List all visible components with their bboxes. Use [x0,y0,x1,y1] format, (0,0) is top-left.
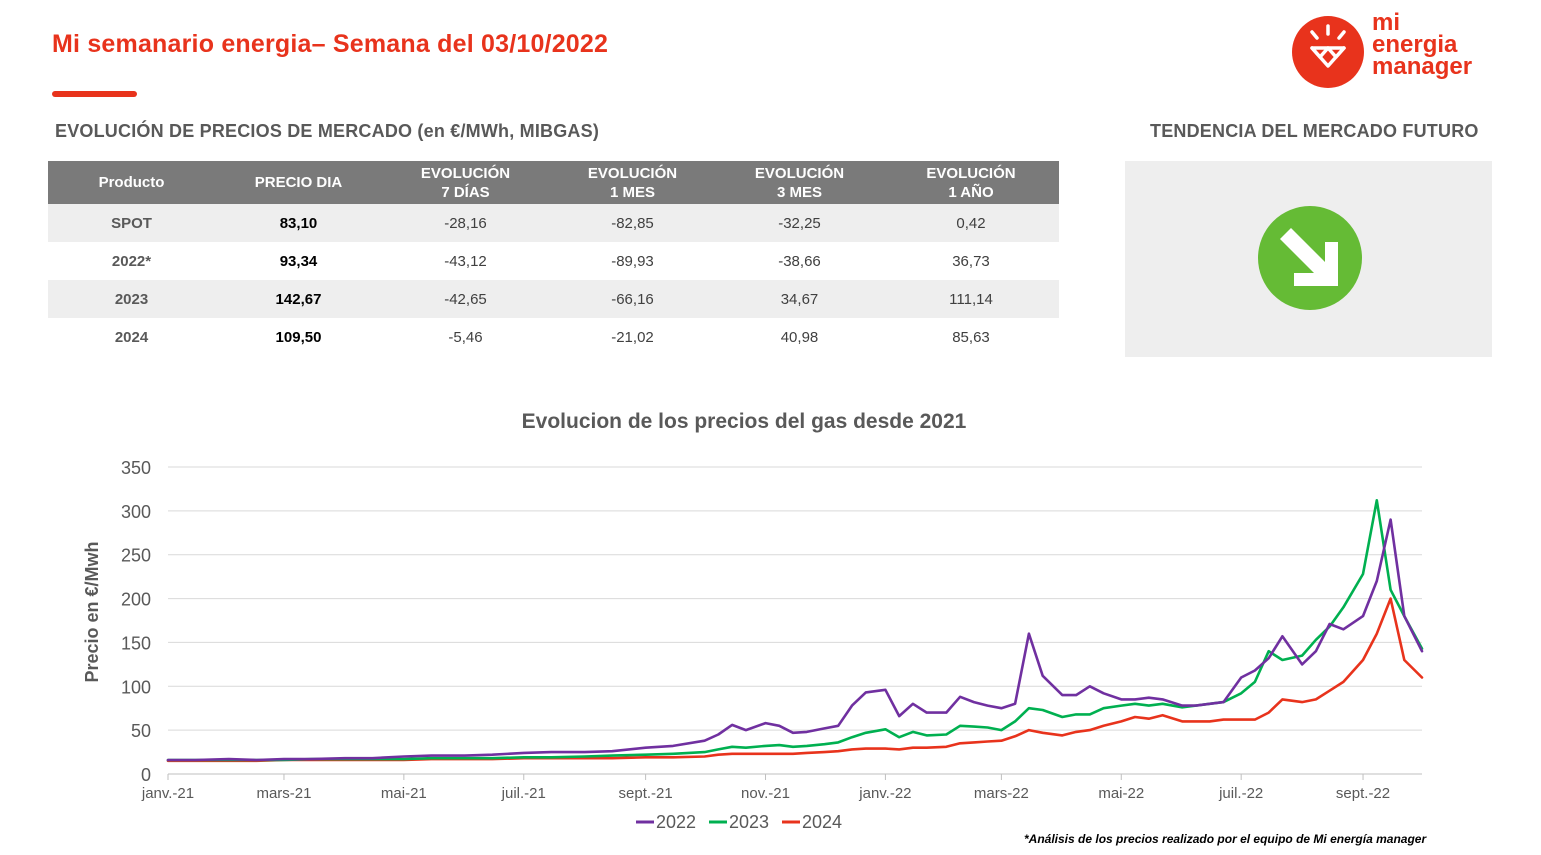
table-row: 2022* 93,34 -43,12 -89,93 -38,66 36,73 [48,242,1059,280]
trend-heading: TENDENCIA DEL MERCADO FUTURO [1150,121,1479,141]
y-tick-label: 50 [131,721,151,741]
evolution-1y-cell: 36,73 [952,252,990,270]
evolution-1y-cell: 85,63 [952,328,990,346]
x-tick-label: mars-21 [256,785,311,802]
title-underline [52,91,137,97]
evolution-1y-cell: 111,14 [883,280,1059,318]
chart-legend: 2022 2023 2024 [636,812,842,832]
trend-panel [1125,161,1492,357]
legend-label: 2023 [729,812,769,832]
x-tick-label: juil.-21 [501,785,546,802]
table-row: 2023 142,67 -42,65 -66,16 34,67 111,14 [48,280,1059,318]
x-tick-label: nov.-21 [741,785,790,802]
logo-line-3: manager [1372,53,1473,80]
series-lines [166,499,1424,763]
series-line-2023 [166,499,1424,762]
evolution-7d-cell: -42,65 [382,280,549,318]
evolution-7d-cell: -28,16 [382,204,549,242]
gas-price-chart: Evolucion de los precios del gas desde 2… [82,410,1424,832]
chart-title: Evolucion de los precios del gas desde 2… [522,410,967,433]
x-tick-label: mai-21 [381,785,427,802]
x-tick-label: janv.-22 [858,785,911,802]
evolution-1m-cell: -66,16 [549,280,716,318]
x-tick-label: sept.-21 [619,785,673,802]
logo: mi energia manager [1292,9,1522,92]
product-cell: 2022* [111,252,152,270]
evolution-3m-cell: -32,25 [716,204,883,242]
table-row: SPOT 83,10 -28,16 -82,85 -32,25 0,42 [48,204,1059,242]
series-line-2024 [166,597,1424,763]
product-cell: 2023 [48,280,215,318]
column-header: EVOLUCIÓN 1 AÑO [883,161,1059,204]
evolution-1m-cell: -82,85 [549,204,716,242]
logo-crown-icon [1310,24,1346,68]
product-cell: 2024 [114,328,149,346]
evolution-1m-cell: -89,93 [611,252,654,270]
series-line-2022 [166,518,1424,762]
y-tick-label: 300 [121,502,151,522]
y-tick-label: 100 [121,677,151,697]
y-axis-label: Precio en €/Mwh [82,541,102,682]
logo-mark [1292,16,1364,88]
y-tick-label: 250 [121,546,151,566]
column-header: PRECIO DIA [215,161,382,204]
market-prices-heading: EVOLUCIÓN DE PRECIOS DE MERCADO (en €/MW… [55,121,600,141]
evolution-1y-cell: 0,42 [883,204,1059,242]
legend-label: 2024 [802,812,842,832]
column-header: EVOLUCIÓN 3 MES [716,161,883,204]
price-cell: 109,50 [275,328,322,346]
table-header-row: Producto PRECIO DIA EVOLUCIÓN 7 DÍAS EVOL… [48,161,1059,204]
footnote: *Análisis de los precios realizado por e… [1024,832,1427,846]
y-tick-label: 150 [121,633,151,653]
logo-wordmark: mi energia manager [1372,9,1473,80]
evolution-3m-cell: -38,66 [778,252,821,270]
x-tick-label: sept.-22 [1336,785,1390,802]
logo-line-1: mi [1372,9,1401,36]
down-right-arrow-icon [1280,228,1338,286]
x-tick-label: janv.-21 [141,785,194,802]
trend-indicator [1258,206,1362,310]
market-prices-table: Producto PRECIO DIA EVOLUCIÓN 7 DÍAS EVOL… [48,161,1059,356]
x-tick-label: mai-22 [1098,785,1144,802]
column-header: EVOLUCIÓN 7 DÍAS [382,161,549,204]
product-cell: SPOT [48,204,215,242]
x-tick-label: juil.-22 [1218,785,1263,802]
evolution-7d-cell: -5,46 [448,328,483,346]
table-row: 2024 109,50 -5,46 -21,02 40,98 85,63 [48,318,1059,356]
y-tick-label: 200 [121,590,151,610]
evolution-3m-cell: 34,67 [716,280,883,318]
column-header: Producto [48,161,215,204]
evolution-1m-cell: -21,02 [611,328,654,346]
y-tick-label: 350 [121,458,151,478]
page-title: Mi semanario energia– Semana del 03/10/2… [52,30,609,58]
y-tick-label: 0 [141,765,151,785]
price-cell: 142,67 [215,280,382,318]
grid-lines [168,466,1422,775]
price-cell: 83,10 [215,204,382,242]
evolution-7d-cell: -43,12 [444,252,487,270]
evolution-3m-cell: 40,98 [780,328,819,346]
x-axis-ticks: janv.-21 mars-21 mai-21 juil.-21 sept.-21 nov… [141,774,1390,802]
x-tick-label: mars-22 [974,785,1029,802]
column-header: EVOLUCIÓN 1 MES [549,161,716,204]
y-axis-ticks: 0 50 100 150 200 250 300 350 [121,458,151,785]
legend-label: 2022 [656,812,696,832]
logo-line-2: energia [1372,31,1458,58]
price-cell: 93,34 [279,252,318,270]
